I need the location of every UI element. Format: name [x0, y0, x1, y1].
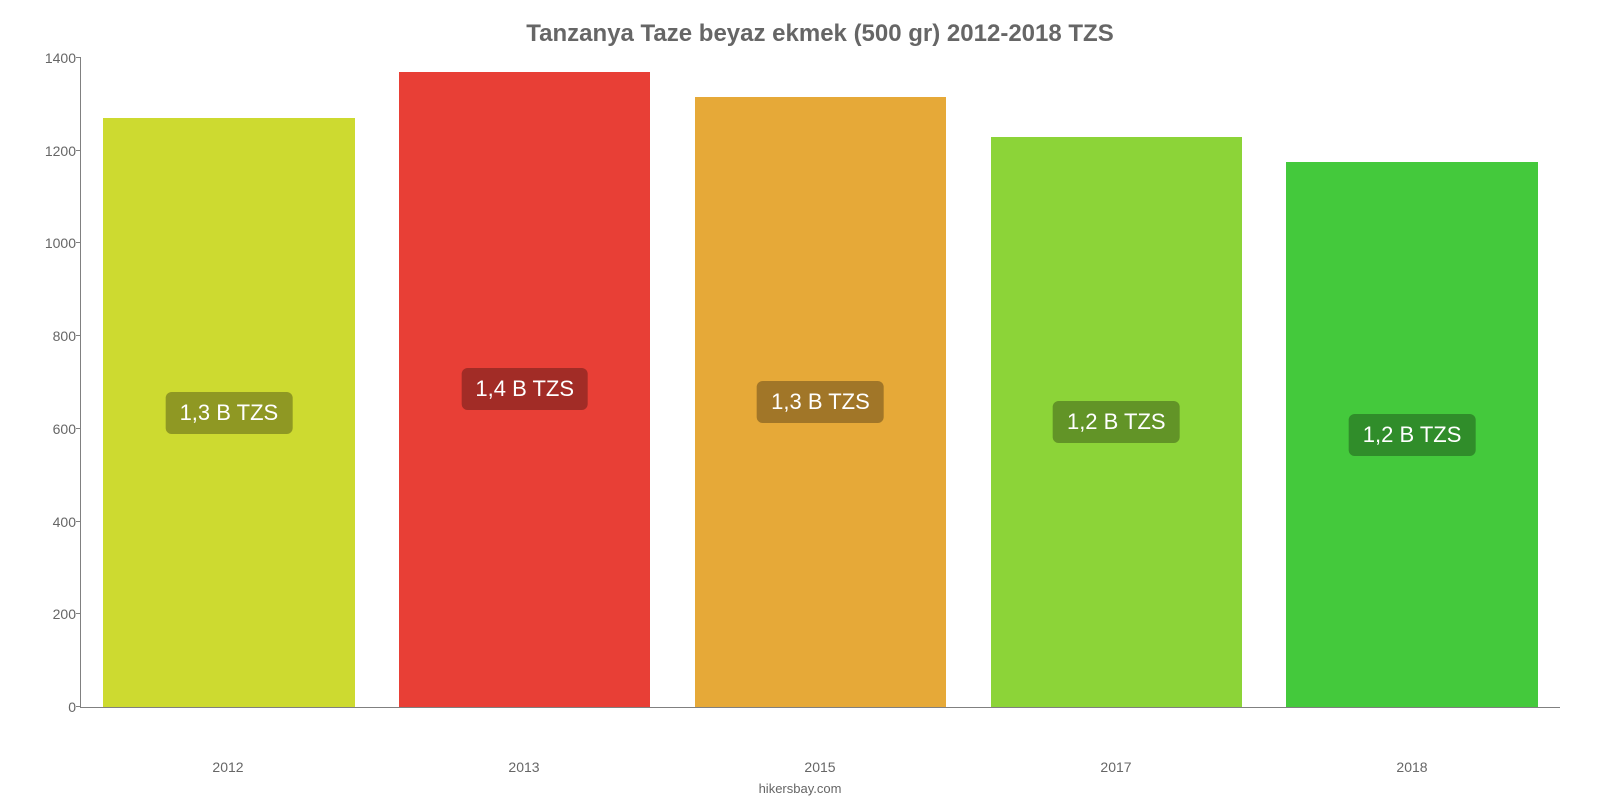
bar: 1,3 B TZS — [695, 97, 946, 707]
bar-slot: 1,3 B TZS — [81, 58, 377, 707]
y-tick-label: 1000 — [31, 235, 76, 251]
bar: 1,4 B TZS — [399, 72, 650, 707]
bar-value-label: 1,4 B TZS — [461, 368, 588, 410]
x-axis-labels: 20122013201520172018 — [80, 759, 1560, 775]
bar-value-label: 1,2 B TZS — [1349, 414, 1476, 456]
chart-title: Tanzanya Taze beyaz ekmek (500 gr) 2012-… — [80, 20, 1560, 48]
y-tick-label: 1400 — [31, 50, 76, 66]
y-tick-label: 800 — [31, 328, 76, 344]
y-tick-label: 400 — [31, 514, 76, 530]
x-tick-label: 2015 — [672, 759, 968, 775]
x-tick-label: 2017 — [968, 759, 1264, 775]
bar: 1,2 B TZS — [991, 137, 1242, 707]
plot-area: 0200400600800100012001400 1,3 B TZS1,4 B… — [80, 58, 1560, 708]
bar-slot: 1,2 B TZS — [1264, 58, 1560, 707]
chart-container: Tanzanya Taze beyaz ekmek (500 gr) 2012-… — [0, 0, 1600, 800]
bar: 1,3 B TZS — [103, 118, 354, 707]
attribution-text: hikersbay.com — [0, 781, 1600, 796]
bar: 1,2 B TZS — [1286, 162, 1537, 707]
y-tick-label: 200 — [31, 606, 76, 622]
bar-slot: 1,4 B TZS — [377, 58, 673, 707]
x-tick-label: 2018 — [1264, 759, 1560, 775]
bar-value-label: 1,3 B TZS — [757, 381, 884, 423]
bar-slot: 1,2 B TZS — [968, 58, 1264, 707]
y-tick-label: 600 — [31, 421, 76, 437]
bars-wrapper: 1,3 B TZS 1,4 B TZS 1,3 B TZS 1,2 B TZS 1,2 … — [81, 58, 1560, 707]
bar-slot: 1,3 B TZS — [673, 58, 969, 707]
x-tick-label: 2013 — [376, 759, 672, 775]
y-tick-label: 1200 — [31, 143, 76, 159]
y-tick-label: 0 — [31, 699, 76, 715]
bar-value-label: 1,3 B TZS — [166, 392, 293, 434]
bar-value-label: 1,2 B TZS — [1053, 401, 1180, 443]
x-tick-label: 2012 — [80, 759, 376, 775]
